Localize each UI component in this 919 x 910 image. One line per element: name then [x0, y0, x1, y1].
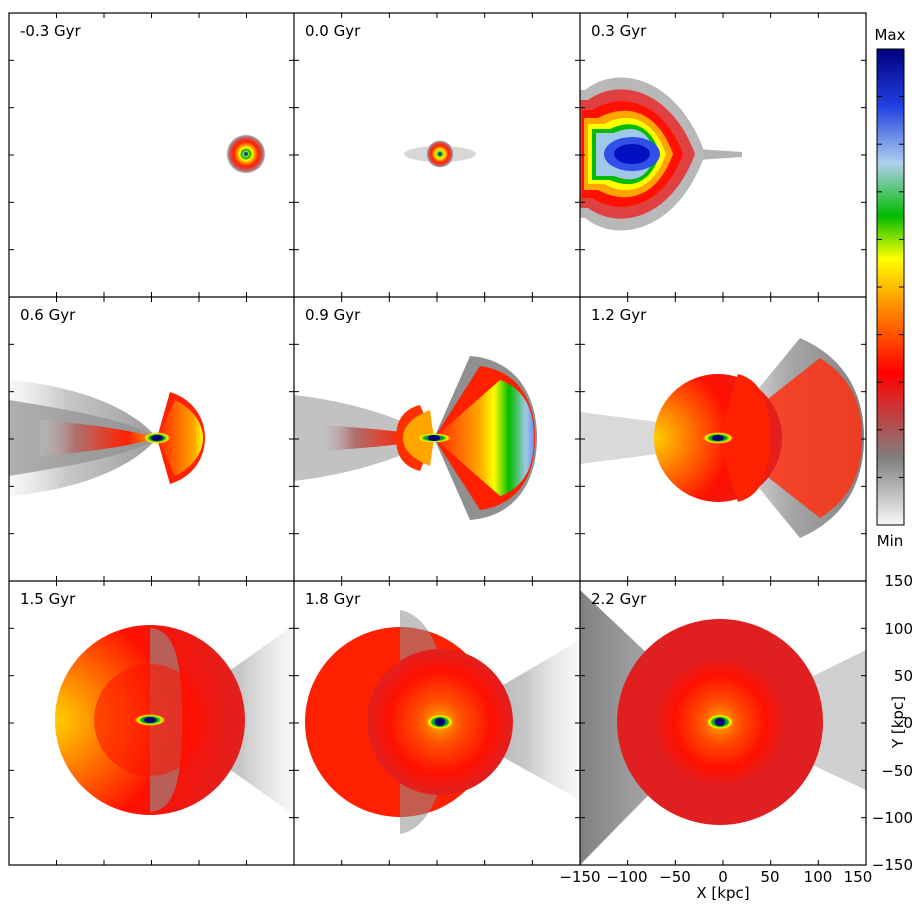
x-tick-labels: −150 −100 −50 0 50 100 150 [559, 868, 872, 886]
panel-3-density [580, 77, 742, 231]
y-tick-label: 100 [884, 620, 913, 638]
panel-5-density [294, 356, 537, 520]
y-tick-label: 50 [894, 667, 913, 685]
panel-1-label: -0.3 Gyr [20, 22, 82, 40]
panel-6-density [580, 338, 864, 538]
panel-3-label: 0.3 Gyr [591, 22, 647, 40]
x-tick-label: 0 [718, 868, 728, 886]
panel-9-label: 2.2 Gyr [591, 590, 647, 608]
tick-marks [9, 13, 866, 865]
x-tick-label: −100 [606, 868, 647, 886]
panel-8-density [305, 610, 580, 834]
y-axis-label: Y [kpc] [889, 696, 907, 749]
x-tick-label: 50 [760, 868, 779, 886]
y-tick-label: 150 [884, 572, 913, 590]
panel-8-label: 1.8 Gyr [305, 590, 361, 608]
x-tick-label: −150 [559, 868, 600, 886]
colorbar-ticks [877, 96, 904, 478]
colorbar-min-label: Min [877, 532, 904, 550]
y-tick-labels: 150 100 50 0 −50 −100 −150 [872, 572, 913, 874]
panel-5-label: 0.9 Gyr [305, 306, 361, 324]
colorbar: Max Min [874, 26, 905, 550]
panel-labels: -0.3 Gyr 0.0 Gyr 0.3 Gyr 0.6 Gyr 0.9 Gyr… [20, 22, 647, 608]
panel-2-label: 0.0 Gyr [305, 22, 361, 40]
panel-1-density [226, 134, 266, 174]
x-axis-label: X [kpc] [696, 884, 749, 902]
panel-2-density [404, 140, 476, 168]
y-tick-label: −100 [872, 809, 913, 827]
x-tick-label: −50 [659, 868, 691, 886]
panel-9-density [580, 590, 866, 865]
panel-7-density [55, 625, 294, 815]
panel-7-label: 1.5 Gyr [20, 590, 76, 608]
panel-4-density [9, 380, 205, 496]
x-tick-label: 100 [804, 868, 833, 886]
y-tick-label: −50 [881, 762, 913, 780]
panel-4-label: 0.6 Gyr [20, 306, 76, 324]
y-tick-label: 0 [903, 714, 913, 732]
x-tick-label: 150 [844, 868, 873, 886]
y-tick-label: −150 [872, 856, 913, 874]
colorbar-max-label: Max [874, 26, 905, 44]
panel-6-label: 1.2 Gyr [591, 306, 647, 324]
